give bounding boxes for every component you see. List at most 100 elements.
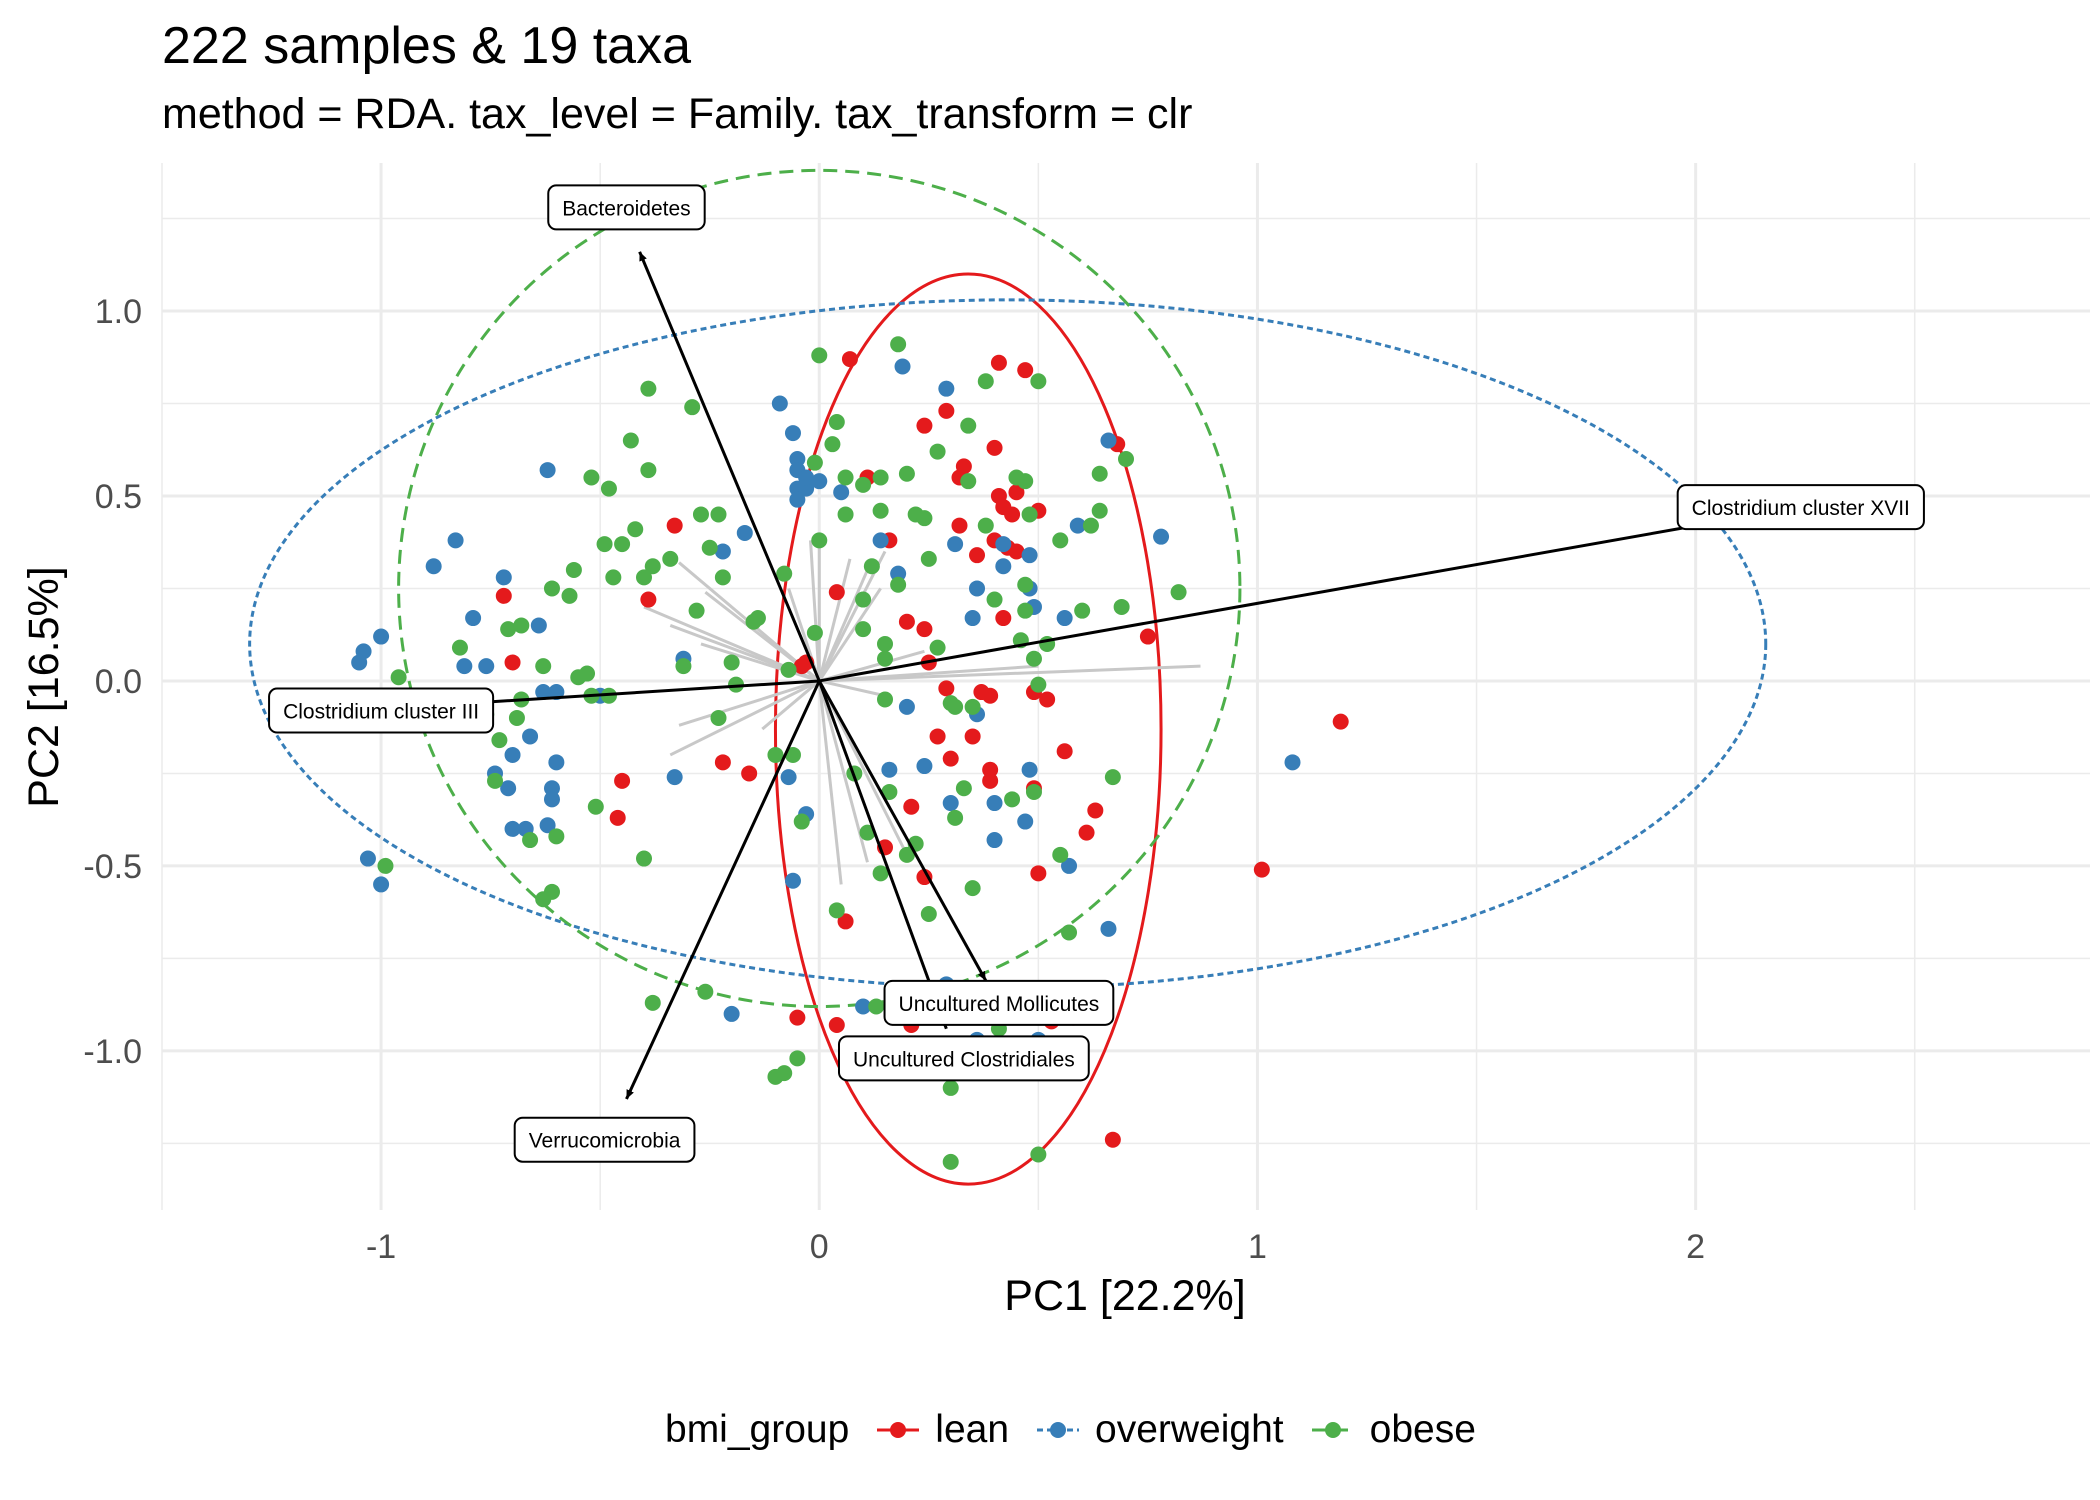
point-obese bbox=[837, 469, 854, 486]
point-obese bbox=[828, 902, 845, 919]
legend-key-obese bbox=[1311, 1422, 1354, 1438]
point-lean bbox=[504, 654, 521, 671]
point-overweight bbox=[995, 558, 1012, 575]
point-obese bbox=[811, 347, 828, 364]
point-lean bbox=[495, 587, 512, 604]
point-overweight bbox=[736, 524, 753, 541]
legend-item-overweight[interactable]: overweight bbox=[1035, 1408, 1284, 1452]
x-tick-label: -1 bbox=[366, 1228, 396, 1266]
y-tick-label: 0.5 bbox=[95, 478, 142, 516]
point-overweight bbox=[373, 628, 390, 645]
point-obese bbox=[1074, 602, 1091, 619]
point-overweight bbox=[1021, 547, 1038, 564]
point-obese bbox=[776, 1065, 793, 1082]
point-lean bbox=[951, 517, 968, 534]
point-overweight bbox=[1153, 528, 1170, 545]
point-obese bbox=[872, 865, 889, 882]
point-overweight bbox=[811, 473, 828, 490]
point-obese bbox=[636, 569, 652, 586]
point-overweight bbox=[780, 769, 797, 786]
point-obese bbox=[692, 506, 709, 523]
point-obese bbox=[723, 654, 740, 671]
point-lean bbox=[793, 658, 810, 675]
point-overweight bbox=[714, 543, 731, 560]
point-overweight bbox=[881, 761, 898, 778]
point-obese bbox=[605, 569, 622, 586]
point-lean bbox=[903, 798, 920, 815]
point-obese bbox=[1025, 783, 1042, 800]
minor-loading-arrows bbox=[643, 540, 1201, 885]
point-obese bbox=[837, 506, 854, 523]
minor-loading-line bbox=[700, 642, 820, 683]
group-ellipses bbox=[248, 168, 1768, 1186]
point-obese bbox=[877, 691, 893, 708]
point-obese bbox=[942, 1153, 959, 1170]
point-lean bbox=[916, 869, 933, 886]
point-obese bbox=[1118, 450, 1134, 467]
legend-item-obese[interactable]: obese bbox=[1310, 1408, 1476, 1452]
point-obese bbox=[942, 1079, 959, 1096]
point-obese bbox=[955, 780, 972, 797]
minor-loading-line bbox=[819, 664, 1201, 683]
point-overweight bbox=[447, 532, 464, 549]
point-obese bbox=[487, 772, 504, 789]
point-obese bbox=[898, 846, 915, 863]
point-overweight bbox=[539, 817, 556, 834]
svg-text:Clostridium cluster XVII: Clostridium cluster XVII bbox=[1692, 497, 1910, 520]
point-overweight bbox=[500, 780, 517, 797]
point-overweight bbox=[898, 698, 915, 715]
minor-loading-line bbox=[678, 679, 820, 727]
point-overweight bbox=[666, 769, 683, 786]
loading-arrow bbox=[819, 519, 1718, 683]
point-overweight bbox=[833, 484, 850, 501]
point-obese bbox=[644, 994, 661, 1011]
point-obese bbox=[535, 658, 552, 675]
point-lean bbox=[640, 591, 657, 608]
point-overweight bbox=[771, 395, 788, 412]
y-tick-label: 0.0 bbox=[95, 663, 142, 701]
point-obese bbox=[684, 399, 701, 416]
point-obese bbox=[1091, 502, 1108, 519]
point-overweight bbox=[1100, 920, 1117, 937]
legend-label-overweight: overweight bbox=[1095, 1408, 1284, 1451]
point-obese bbox=[622, 432, 639, 449]
point-lean bbox=[982, 761, 999, 778]
loading-arrow bbox=[638, 251, 821, 682]
point-lean bbox=[938, 402, 955, 419]
point-obese bbox=[929, 443, 946, 460]
point-overweight bbox=[947, 536, 964, 553]
svg-text:Bacteroidetes: Bacteroidetes bbox=[562, 197, 690, 220]
point-obese bbox=[583, 469, 600, 486]
point-obese bbox=[868, 998, 885, 1015]
point-obese bbox=[855, 476, 872, 493]
point-lean bbox=[1030, 865, 1047, 882]
legend-title: bmi_group bbox=[665, 1408, 850, 1451]
point-overweight bbox=[543, 780, 560, 797]
point-obese bbox=[513, 617, 530, 634]
loading-label: Uncultured Mollicutes bbox=[883, 979, 1115, 1026]
loading-label: Uncultured Clostridiales bbox=[837, 1035, 1090, 1082]
point-obese bbox=[1017, 602, 1034, 619]
point-lean bbox=[898, 613, 915, 630]
point-obese bbox=[960, 417, 977, 434]
loading-label: Verrucomicrobia bbox=[513, 1116, 696, 1163]
point-obese bbox=[1025, 650, 1042, 667]
point-overweight bbox=[872, 532, 889, 549]
loading-arrows: Bacteroidetes Clostridium cluster XVII Clo… bbox=[268, 184, 1925, 1163]
chart-subtitle: method = RDA. tax_level = Family. tax_tr… bbox=[162, 90, 1193, 138]
legend-item-lean[interactable]: lean bbox=[875, 1408, 1009, 1452]
point-obese bbox=[890, 576, 907, 593]
point-overweight bbox=[942, 795, 959, 812]
point-overweight bbox=[894, 358, 911, 375]
point-obese bbox=[920, 550, 937, 567]
point-obese bbox=[806, 454, 823, 471]
point-obese bbox=[1030, 373, 1047, 390]
point-lean bbox=[714, 754, 731, 771]
minor-loading-line bbox=[818, 587, 882, 682]
point-overweight bbox=[986, 795, 1003, 812]
y-tick-label: 1.0 bbox=[95, 293, 142, 331]
svg-text:Uncultured Clostridiales: Uncultured Clostridiales bbox=[853, 1048, 1075, 1071]
loading-arrow bbox=[625, 680, 821, 1100]
point-lean bbox=[1253, 861, 1270, 878]
x-axis-label: PC1 [22.2%] bbox=[1004, 1272, 1245, 1320]
